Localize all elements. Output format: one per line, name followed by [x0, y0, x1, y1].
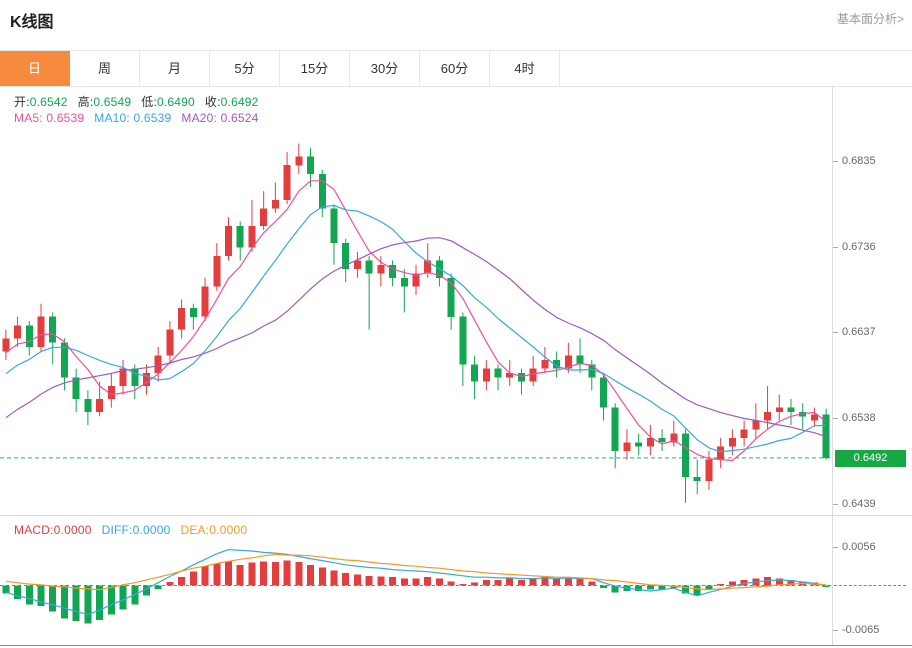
period-tabs: 日周月 5分 15分 30分 60分 4时	[0, 50, 912, 87]
legend-item: 收:0.6492	[204, 95, 259, 109]
current-price-badge: 0.6492	[835, 450, 906, 467]
ohlc-legend: 开:0.6542 高:0.6549 低:0.6490 收:0.6492	[14, 93, 269, 110]
legend-item: DIFF:0.0000	[101, 523, 171, 537]
period-tab-1[interactable]: 日	[0, 51, 70, 86]
period-tab-8[interactable]: 4时	[490, 51, 560, 86]
legend-item: DEA:0.0000	[180, 523, 248, 537]
legend-item: MA10: 0.6539	[94, 111, 172, 125]
legend-item: MACD:0.0000	[14, 523, 92, 537]
ma-legend: MA5: 0.6539 MA10: 0.6539 MA20: 0.6524	[14, 111, 269, 125]
period-tab-6[interactable]: 30分	[350, 51, 420, 86]
candlestick-chart[interactable]	[0, 115, 832, 515]
price-tick: 0.6439	[833, 497, 876, 511]
legend-item: 开:0.6542	[14, 95, 68, 109]
macd-legend: MACD:0.0000 DIFF:0.0000 DEA:0.0000	[14, 523, 257, 537]
legend-item: 低:0.6490	[141, 95, 195, 109]
macd-chart[interactable]	[0, 520, 832, 644]
period-tab-3[interactable]: 月	[140, 51, 210, 86]
macd-zero-line	[834, 585, 906, 586]
period-tab-5[interactable]: 15分	[280, 51, 350, 86]
macd-tick: -0.0065	[833, 623, 879, 637]
period-tab-2[interactable]: 周	[70, 51, 140, 86]
legend-item: MA5: 0.6539	[14, 111, 85, 125]
page-title: K线图	[10, 14, 54, 31]
legend-item: MA20: 0.6524	[181, 111, 259, 125]
panel-divider	[0, 515, 912, 516]
macd-tick: 0.0056	[833, 540, 876, 554]
fundamental-analysis-link[interactable]: 基本面分析>	[836, 12, 904, 26]
price-tick: 0.6835	[833, 154, 876, 168]
price-tick: 0.6538	[833, 411, 876, 425]
chart-bottom-border	[0, 645, 912, 646]
period-tab-4[interactable]: 5分	[210, 51, 280, 86]
price-tick: 0.6736	[833, 240, 876, 254]
legend-item: 高:0.6549	[77, 95, 132, 109]
period-tab-7[interactable]: 60分	[420, 51, 490, 86]
axis-divider	[832, 87, 833, 645]
price-tick: 0.6637	[833, 325, 876, 339]
